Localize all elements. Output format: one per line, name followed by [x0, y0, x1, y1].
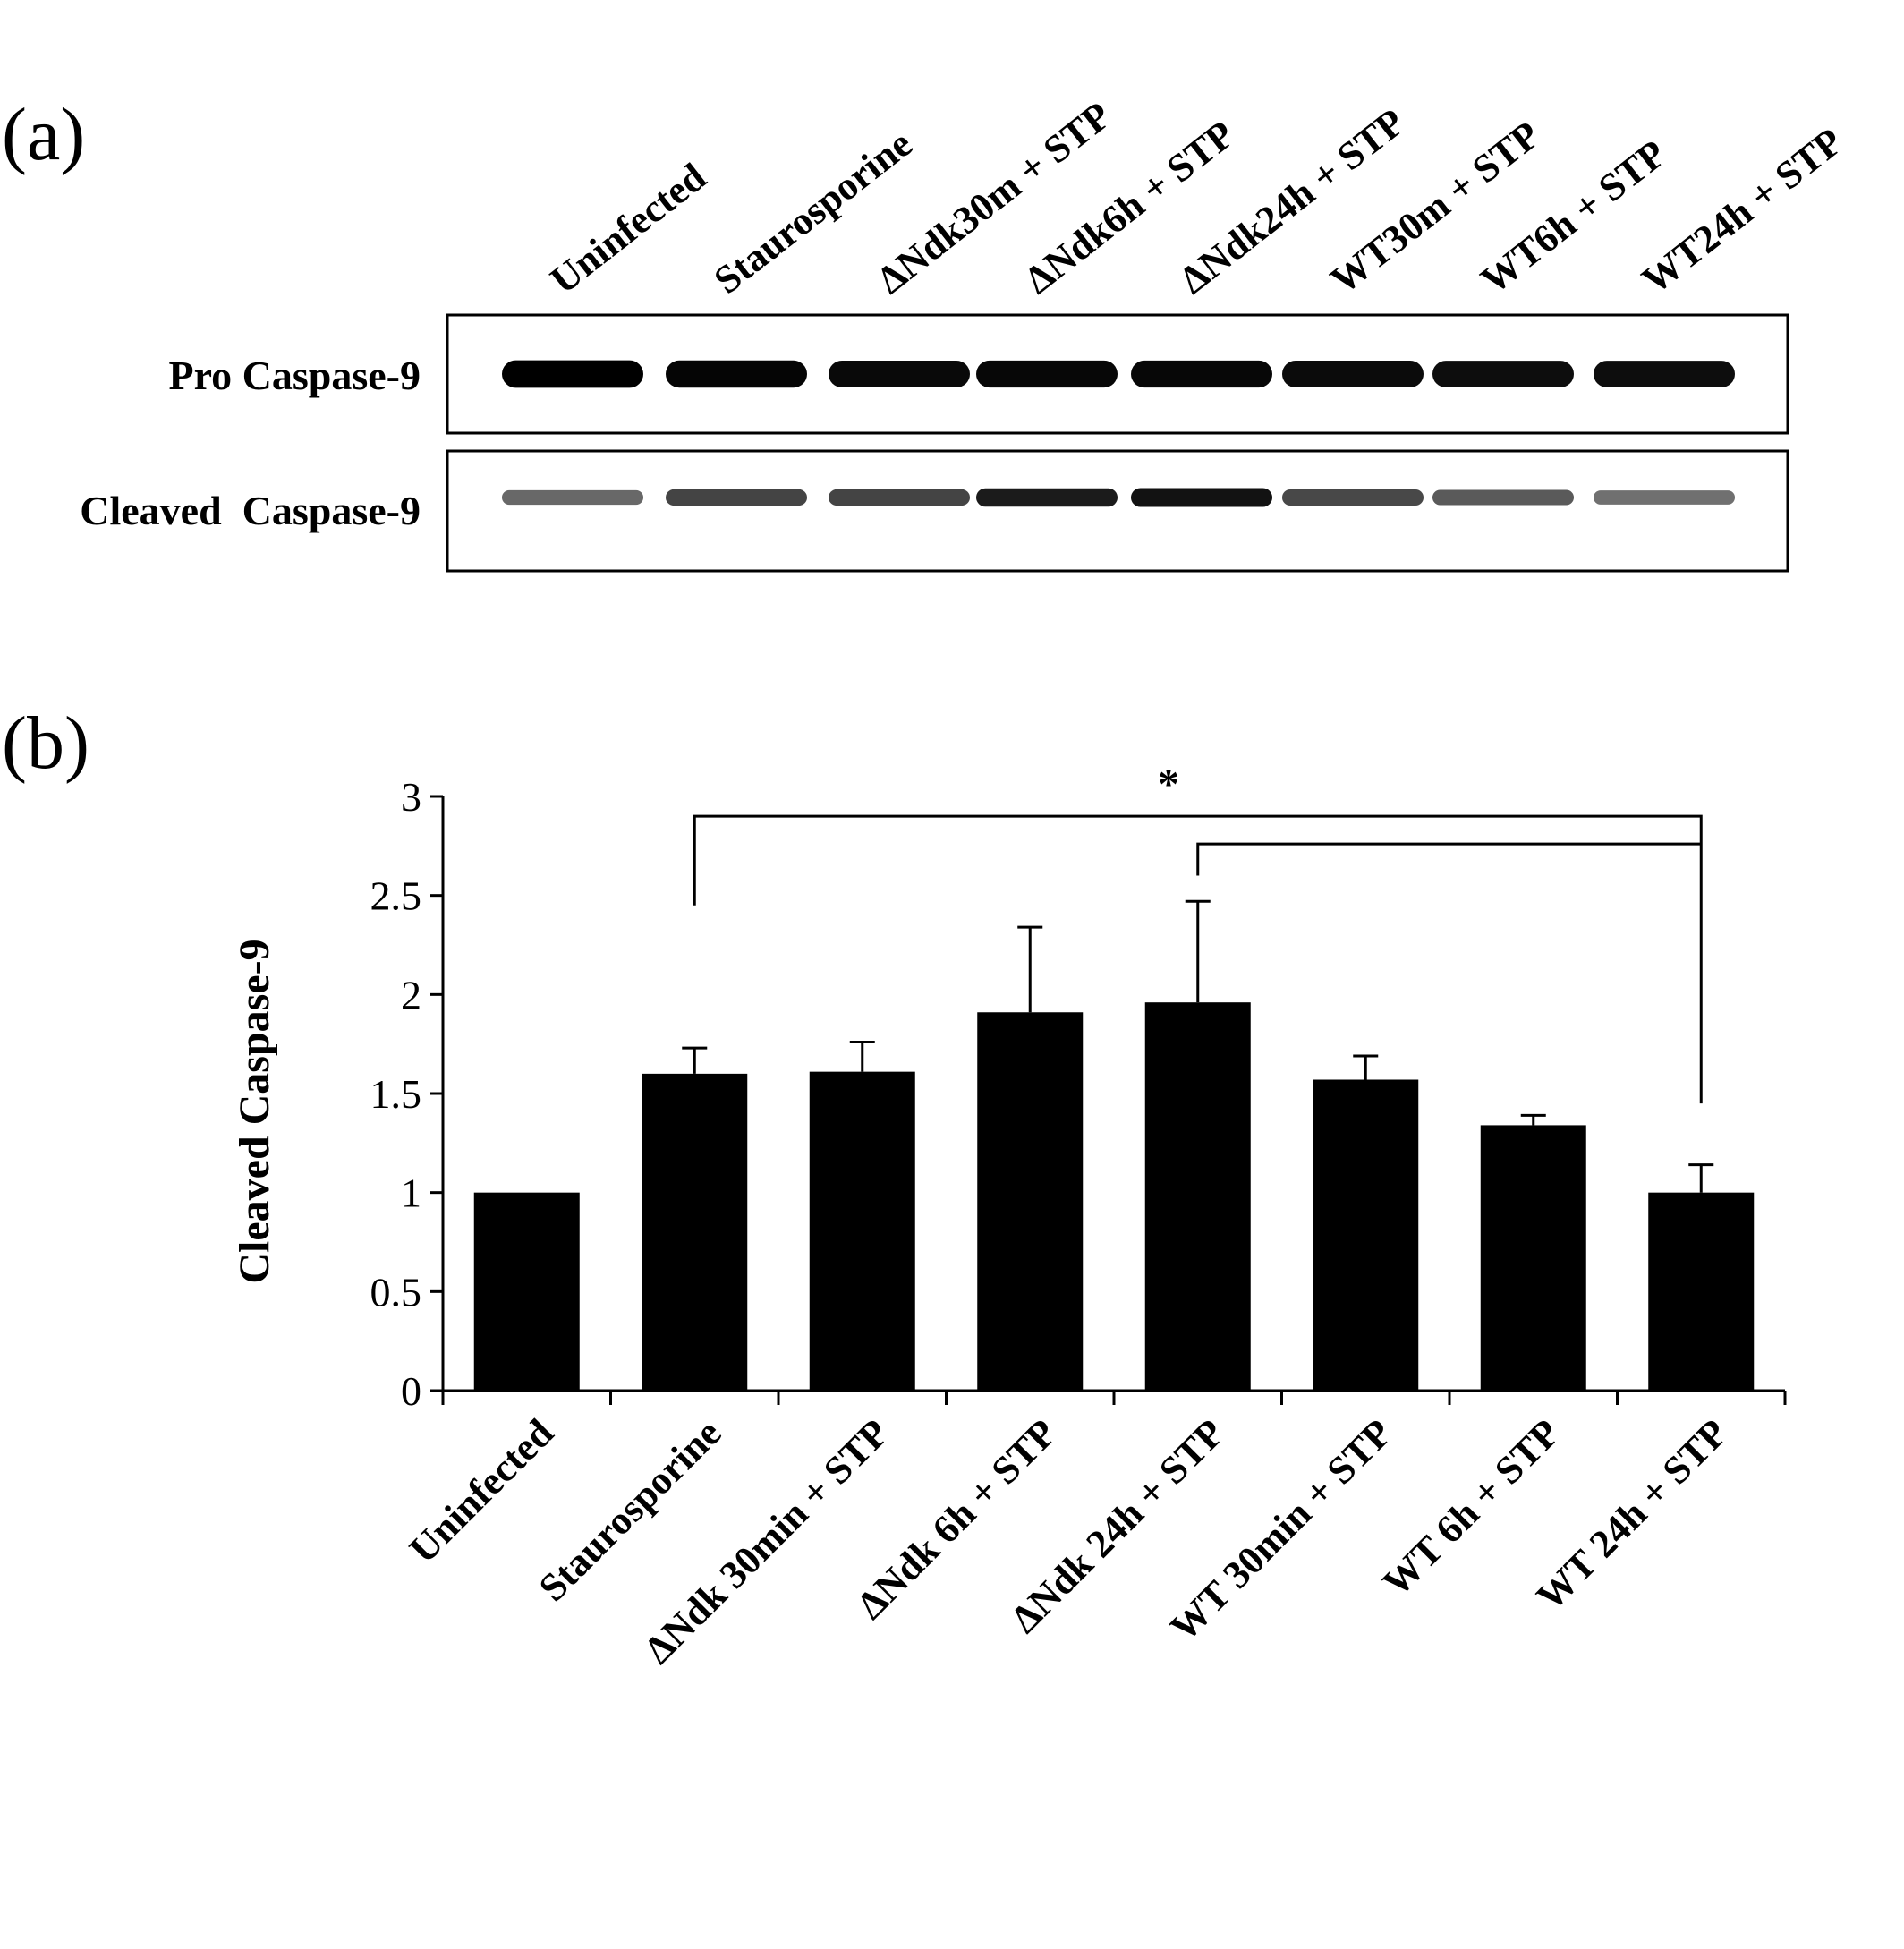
bar-chart: 0 0.5 1 1.5 2 2.5 3 Cleaved Caspase-9 Uninfected… — [231, 761, 1787, 1672]
blot-band — [1432, 361, 1574, 387]
y-tick-label: 3 — [401, 774, 421, 820]
blot-bands — [502, 360, 1735, 507]
blot-band — [666, 489, 807, 506]
blot-band — [1282, 489, 1424, 506]
bar — [1480, 1125, 1586, 1391]
significance-bracket — [693, 814, 1703, 1104]
bar — [1313, 1079, 1419, 1391]
y-tick-label: 0.5 — [370, 1269, 422, 1315]
panel-b-label: (b) — [2, 702, 89, 785]
lane-label: WT24h + STP — [1634, 119, 1851, 302]
blot-band — [976, 488, 1118, 507]
blot-band — [666, 360, 807, 388]
y-axis-label: Cleaved Caspase-9 — [231, 939, 278, 1283]
y-tick-label: 1.5 — [370, 1071, 422, 1117]
lane-label: Uninfected — [542, 155, 714, 302]
cleaved-caspase-blot-box — [446, 449, 1789, 573]
y-tick-label: 2 — [401, 972, 421, 1017]
bar — [809, 1071, 915, 1391]
blot-band — [1131, 360, 1272, 388]
blot-band — [1432, 489, 1574, 506]
blot-band — [1594, 361, 1735, 387]
y-tick-label: 2.5 — [370, 873, 422, 919]
blot-band — [1282, 361, 1424, 387]
blot-band — [502, 489, 643, 506]
x-category-label: Uninfected — [401, 1410, 562, 1571]
y-tick-label: 0 — [401, 1368, 421, 1414]
blot-band — [1131, 488, 1272, 507]
y-tick-label: 1 — [401, 1170, 421, 1216]
blot-row-label: Pro Caspase-9 — [168, 353, 421, 398]
blot-band — [829, 489, 970, 506]
blot-band — [1594, 490, 1735, 505]
blot-band — [502, 360, 643, 388]
bar — [1648, 1192, 1755, 1391]
significance-bracket — [1196, 842, 1702, 876]
blot-row-label: Cleaved Caspase-9 — [80, 488, 421, 533]
bar — [473, 1192, 580, 1391]
blot-band — [976, 360, 1118, 388]
significance-marker: * — [1158, 761, 1179, 808]
blot-band — [829, 360, 970, 388]
bar — [977, 1012, 1084, 1391]
blot-row-labels: Pro Caspase-9 Cleaved Caspase-9 — [80, 353, 421, 533]
bar — [1144, 1002, 1251, 1391]
panel-a-label: (a) — [2, 93, 85, 176]
bar — [642, 1073, 748, 1391]
